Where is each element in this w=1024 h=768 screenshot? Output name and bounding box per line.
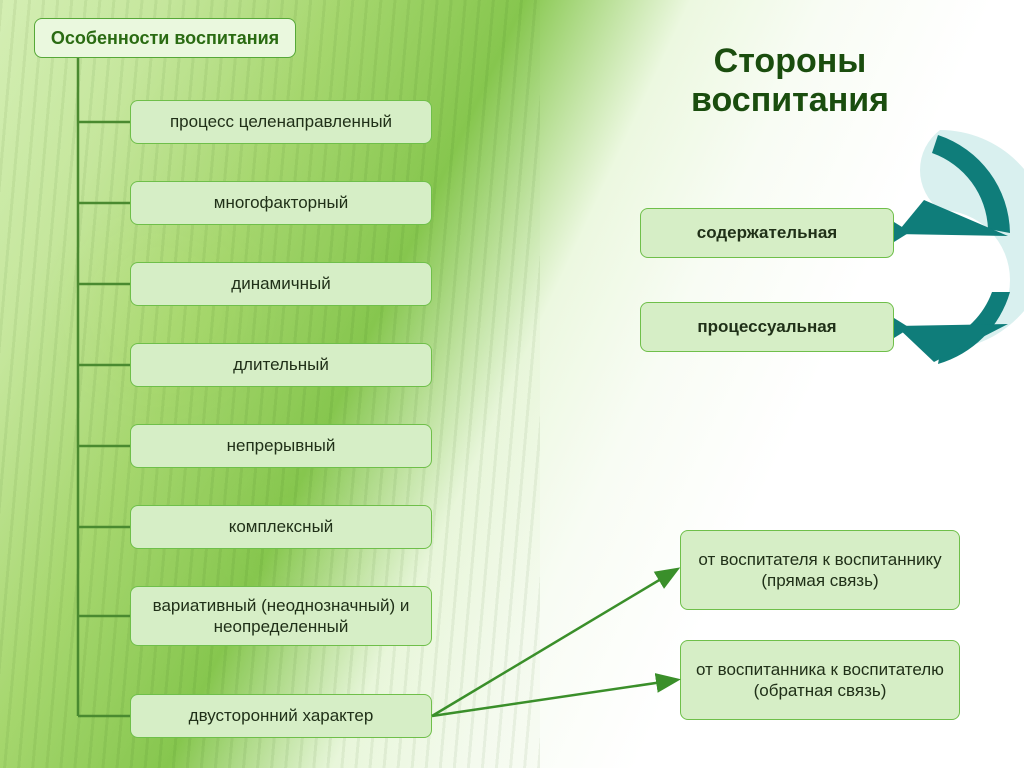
diagram-canvas: Стороны воспитания Особенности воспитани… bbox=[0, 0, 1024, 768]
feature-item: вариативный (неоднозначный) и неопределе… bbox=[130, 586, 432, 646]
swirl-icon bbox=[894, 130, 1024, 364]
feature-item: динамичный bbox=[130, 262, 432, 306]
feature-label: процесс целенаправленный bbox=[170, 111, 392, 132]
feature-label: двусторонний характер bbox=[189, 705, 374, 726]
feedback-item: от воспитателя к воспитаннику (прямая св… bbox=[680, 530, 960, 610]
feature-item: длительный bbox=[130, 343, 432, 387]
feedback-label: от воспитателя к воспитаннику (прямая св… bbox=[691, 549, 949, 592]
feedback-arrow bbox=[432, 680, 676, 716]
title-line-2: воспитания bbox=[691, 81, 889, 119]
side-label: содержательная bbox=[697, 222, 837, 243]
feature-label: комплексный bbox=[229, 516, 334, 537]
feedback-label: от воспитанника к воспитателю (обратная … bbox=[691, 659, 949, 702]
feature-item: многофакторный bbox=[130, 181, 432, 225]
feature-label: динамичный bbox=[231, 273, 330, 294]
features-header: Особенности воспитания bbox=[34, 18, 296, 58]
feature-item: комплексный bbox=[130, 505, 432, 549]
feature-label: многофакторный bbox=[214, 192, 349, 213]
feature-label: непрерывный bbox=[227, 435, 336, 456]
side-label: процессуальная bbox=[697, 316, 836, 337]
side-item: содержательная bbox=[640, 208, 894, 258]
feature-label: длительный bbox=[233, 354, 329, 375]
features-header-label: Особенности воспитания bbox=[51, 27, 279, 50]
feature-item: непрерывный bbox=[130, 424, 432, 468]
feature-item: процесс целенаправленный bbox=[130, 100, 432, 144]
feature-item: двусторонний характер bbox=[130, 694, 432, 738]
side-item: процессуальная bbox=[640, 302, 894, 352]
feedback-arrow bbox=[432, 570, 676, 716]
feature-label: вариативный (неоднозначный) и неопределе… bbox=[141, 595, 421, 638]
title-line-1: Стороны bbox=[714, 42, 867, 80]
page-title: Стороны воспитания bbox=[640, 42, 940, 120]
feedback-item: от воспитанника к воспитателю (обратная … bbox=[680, 640, 960, 720]
